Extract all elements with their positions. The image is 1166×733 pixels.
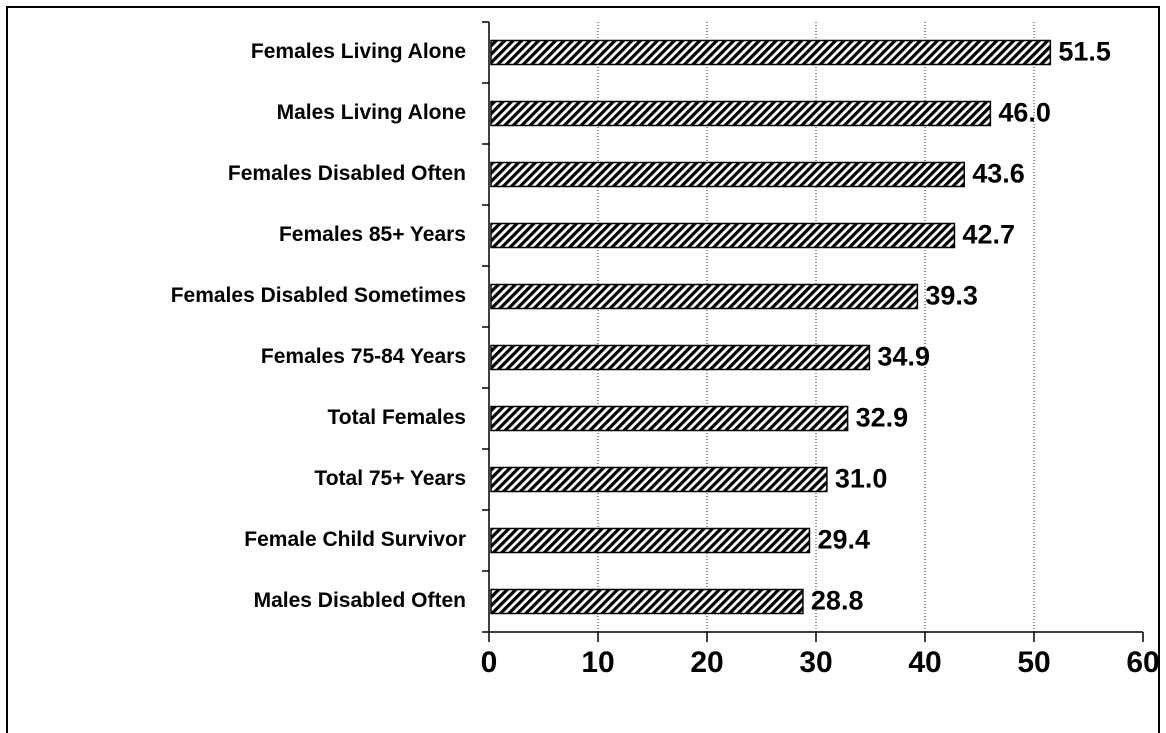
category-label: Females Disabled Often (228, 162, 466, 185)
bar (490, 527, 811, 554)
x-tick-label: 30 (799, 646, 832, 679)
x-tick-label: 10 (581, 646, 614, 679)
bar (490, 222, 956, 249)
x-tick-label: 50 (1017, 646, 1050, 679)
category-label: Males Living Alone (277, 101, 466, 124)
value-label: 46.0 (998, 98, 1051, 128)
value-label: 34.9 (877, 342, 930, 372)
bar (490, 100, 992, 127)
category-label: Females 85+ Years (279, 223, 466, 246)
category-label: Female Child Survivor (244, 528, 466, 551)
value-label: 32.9 (856, 403, 909, 433)
category-label: Total Females (328, 406, 467, 429)
value-label: 43.6 (972, 159, 1025, 189)
x-tick-label: 60 (1126, 646, 1159, 679)
x-tick-label: 20 (690, 646, 723, 679)
bar (490, 283, 919, 310)
value-label: 31.0 (835, 464, 888, 494)
category-label: Females Disabled Sometimes (171, 284, 466, 307)
bar (490, 588, 804, 615)
value-label: 42.7 (962, 220, 1015, 250)
x-tick-label: 0 (481, 646, 498, 679)
x-tick-label: 40 (908, 646, 941, 679)
frame (6, 6, 1160, 733)
category-label: Males Disabled Often (254, 589, 466, 612)
bar (490, 405, 849, 432)
bar (490, 344, 871, 371)
bar (490, 466, 828, 493)
bar (490, 39, 1052, 66)
value-label: 29.4 (817, 525, 870, 555)
bar (490, 161, 965, 188)
value-label: 51.5 (1058, 37, 1111, 67)
value-label: 28.8 (811, 586, 864, 616)
category-label: Total 75+ Years (314, 467, 466, 490)
category-label: Females 75-84 Years (261, 345, 466, 368)
value-label: 39.3 (925, 281, 978, 311)
category-label: Females Living Alone (251, 40, 466, 63)
